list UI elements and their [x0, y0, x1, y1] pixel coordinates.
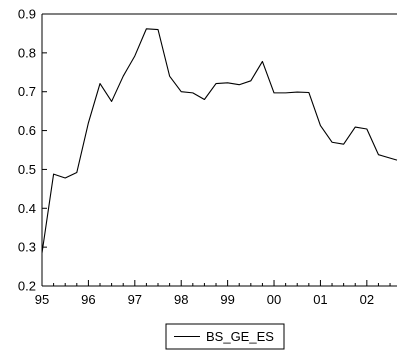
- y-tick-label: 0.4: [18, 201, 36, 216]
- series-lines: [41, 28, 398, 254]
- x-tick-label: 01: [313, 292, 327, 307]
- x-tick-label: 97: [128, 292, 142, 307]
- series-line-bs-ge-es: [41, 28, 398, 254]
- legend: BS_GE_ES: [165, 323, 285, 350]
- y-tick-label: 0.3: [18, 240, 36, 255]
- legend-box: [165, 323, 285, 350]
- x-tick-label: 02: [360, 292, 374, 307]
- x-tick-label: 99: [220, 292, 234, 307]
- x-tick-label: 00: [267, 292, 281, 307]
- legend-label: BS_GE_ES: [206, 329, 274, 344]
- x-tick-label: 96: [81, 292, 95, 307]
- y-tick-label: 0.2: [18, 279, 36, 294]
- y-tick-label: 0.8: [18, 45, 36, 60]
- y-tick-label: 0.5: [18, 162, 36, 177]
- x-tick-label: 95: [35, 292, 49, 307]
- y-tick-label: 0.9: [18, 7, 36, 22]
- y-tick-label: 0.7: [18, 84, 36, 99]
- axes: [41, 13, 397, 287]
- tick-marks: [41, 13, 391, 287]
- y-tick-label: 0.6: [18, 123, 36, 138]
- x-tick-labels: 95 96 97 98 99 00 01 02: [35, 292, 374, 307]
- y-tick-labels: 0.2 0.3 0.4 0.5 0.6 0.7 0.8 0.9: [18, 7, 36, 294]
- x-tick-label: 98: [174, 292, 188, 307]
